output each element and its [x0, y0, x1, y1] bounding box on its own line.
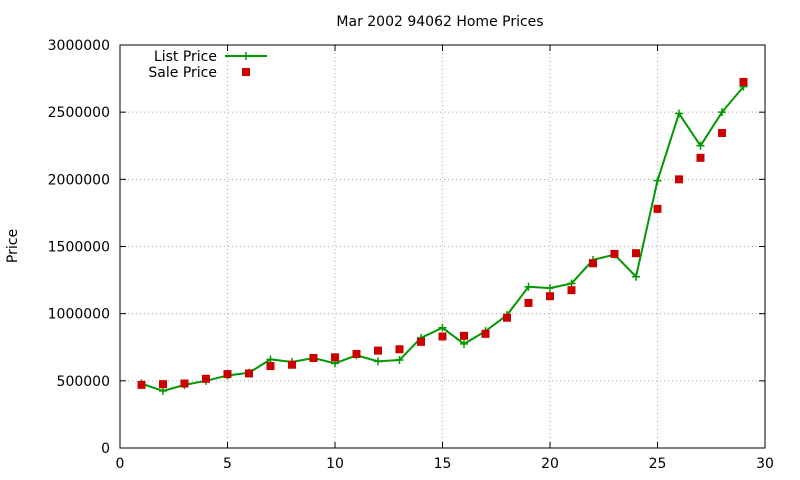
data-point — [675, 175, 683, 184]
data-point — [567, 279, 576, 288]
data-point — [610, 249, 619, 258]
legend-marker — [242, 52, 250, 60]
y-tick-label: 1000000 — [48, 307, 110, 323]
x-tick-label: 20 — [541, 456, 559, 472]
data-point — [417, 337, 425, 346]
y-tick-label: 3000000 — [48, 38, 110, 54]
data-point — [202, 374, 210, 383]
data-point — [481, 329, 490, 338]
x-tick-label: 10 — [326, 456, 344, 472]
data-point — [718, 108, 726, 117]
data-point — [288, 360, 296, 369]
data-point — [632, 249, 640, 258]
data-point — [309, 353, 318, 362]
data-point — [159, 380, 167, 389]
series-sale-price — [137, 77, 748, 389]
chart-title: Mar 2002 94062 Home Prices — [336, 14, 543, 30]
y-tick-label: 0 — [101, 441, 110, 457]
data-point — [245, 369, 253, 378]
data-point — [503, 313, 511, 322]
data-point — [653, 176, 662, 185]
y-tick-label: 2000000 — [48, 172, 110, 188]
data-point — [223, 370, 232, 379]
data-point — [460, 331, 468, 340]
series-group — [137, 77, 748, 395]
data-point — [589, 259, 597, 268]
data-point — [438, 332, 447, 341]
data-point — [718, 128, 726, 137]
x-tick-label: 5 — [223, 456, 232, 472]
data-point — [180, 379, 189, 388]
data-point — [159, 386, 167, 395]
data-point — [524, 298, 533, 307]
data-point — [696, 153, 705, 162]
data-point — [546, 292, 554, 301]
data-point — [653, 204, 662, 213]
legend-label: List Price — [154, 49, 217, 65]
data-point — [632, 272, 640, 281]
data-point — [395, 345, 404, 354]
x-tick-label: 15 — [434, 456, 452, 472]
data-point — [331, 353, 339, 362]
data-point — [374, 346, 382, 355]
y-axis-label: Price — [5, 229, 21, 263]
data-point — [438, 323, 447, 332]
data-point — [546, 284, 554, 293]
data-point — [675, 109, 683, 118]
x-tick-label: 0 — [116, 456, 125, 472]
data-point — [524, 282, 533, 291]
y-tick-label: 500000 — [57, 374, 110, 390]
ticks: 0 5 10 15 20 25 30 0 500000 1000000 1500000 2000000… — [48, 38, 774, 472]
data-point — [739, 77, 748, 86]
grid — [120, 45, 765, 448]
data-point — [567, 286, 576, 295]
x-tick-label: 30 — [756, 456, 774, 472]
data-point — [266, 355, 275, 364]
legend-marker — [242, 68, 250, 76]
data-point — [395, 356, 404, 365]
data-point — [137, 380, 146, 389]
data-point — [374, 357, 382, 366]
data-point — [266, 362, 275, 371]
y-tick-label: 2500000 — [48, 105, 110, 121]
data-point — [352, 349, 361, 358]
data-point — [696, 141, 705, 150]
x-tick-label: 25 — [649, 456, 667, 472]
y-tick-label: 1500000 — [48, 240, 110, 256]
data-point — [460, 339, 468, 348]
legend-label: Sale Price — [148, 65, 217, 81]
